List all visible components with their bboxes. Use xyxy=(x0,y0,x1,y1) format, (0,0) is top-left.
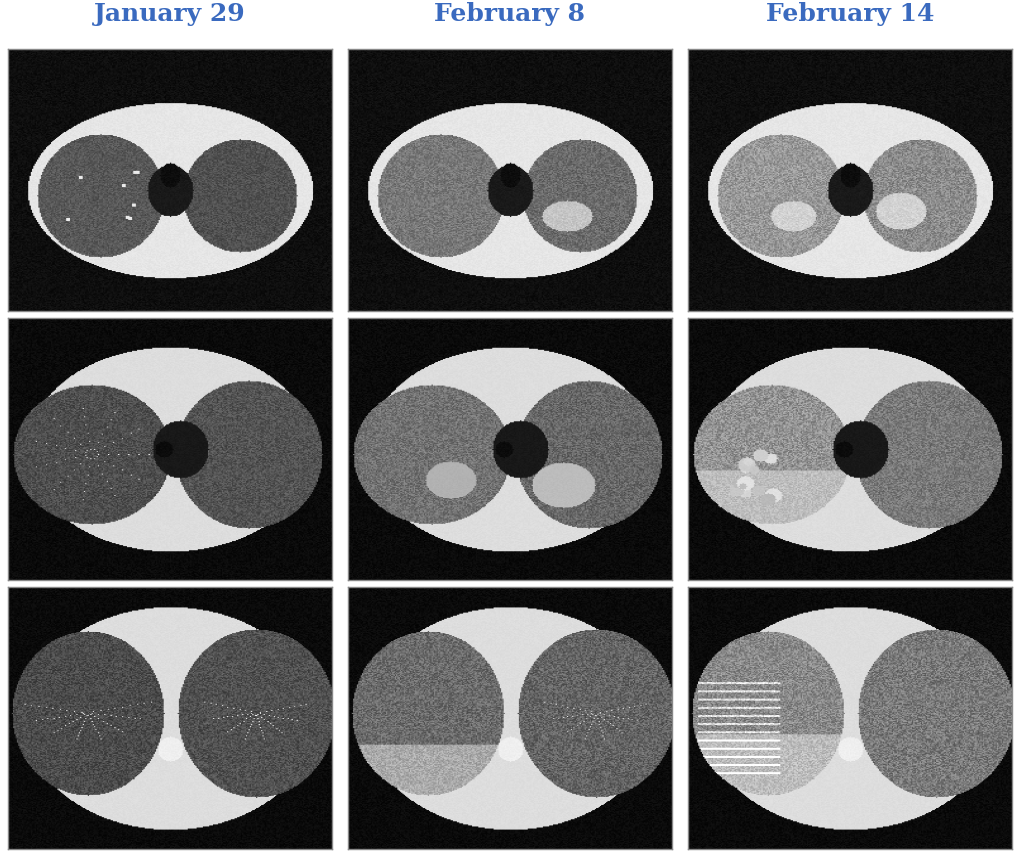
Text: (B3): (B3) xyxy=(828,593,870,611)
Text: February 8: February 8 xyxy=(434,2,585,26)
Text: (B2): (B2) xyxy=(488,593,531,611)
Text: February 14: February 14 xyxy=(765,2,933,26)
Text: (A1): (A1) xyxy=(149,325,191,343)
Text: (B1): (B1) xyxy=(149,593,191,611)
Text: (A2): (A2) xyxy=(489,325,530,343)
Text: (A3): (A3) xyxy=(828,325,870,343)
Text: January 29: January 29 xyxy=(94,2,246,26)
